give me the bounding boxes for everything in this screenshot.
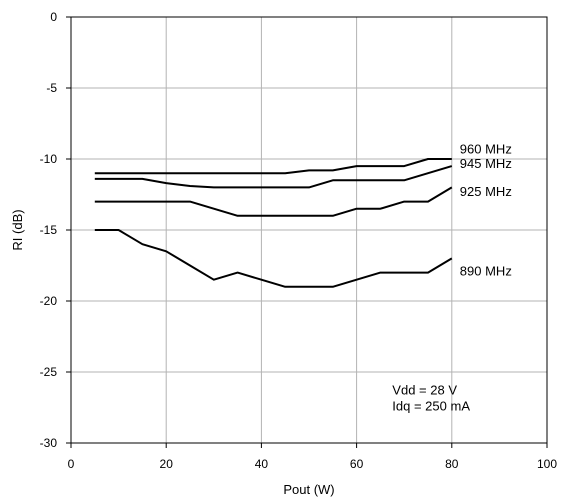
series-label: 960 MHz <box>460 142 512 157</box>
series-label: 945 MHz <box>460 156 512 171</box>
y-tick-label: -10 <box>40 152 58 166</box>
x-tick-label: 60 <box>350 457 364 471</box>
y-tick-label: -25 <box>40 365 58 379</box>
x-tick-label: 40 <box>255 457 269 471</box>
annotation-vdd: Vdd = 28 V <box>392 383 457 398</box>
series-label: 925 MHz <box>460 184 512 199</box>
annotation-idq: Idq = 250 mA <box>392 398 470 413</box>
y-tick-label: -5 <box>46 81 57 95</box>
y-tick-label: 0 <box>50 10 57 24</box>
x-axis-ticks: 0 20 40 60 80 100 <box>68 443 557 471</box>
y-tick-label: -30 <box>40 436 58 450</box>
series-lines <box>94 158 453 288</box>
x-tick-label: 80 <box>445 457 459 471</box>
y-axis-ticks: 0 -5 -10 -15 -20 -25 -30 <box>40 10 71 450</box>
series-label: 890 MHz <box>460 264 512 279</box>
x-tick-label: 100 <box>537 457 557 471</box>
y-tick-label: -15 <box>40 223 58 237</box>
series-line-925-mhz <box>94 186 453 217</box>
y-axis-label: RI (dB) <box>10 209 25 250</box>
x-axis-label: Pout (W) <box>283 482 334 497</box>
series-line-890-mhz <box>94 229 453 288</box>
grid-lines <box>71 17 547 443</box>
y-tick-label: -20 <box>40 294 58 308</box>
series-line-945-mhz <box>94 165 453 189</box>
x-tick-label: 0 <box>68 457 75 471</box>
x-tick-label: 20 <box>160 457 174 471</box>
series-line-960-mhz <box>94 158 452 175</box>
